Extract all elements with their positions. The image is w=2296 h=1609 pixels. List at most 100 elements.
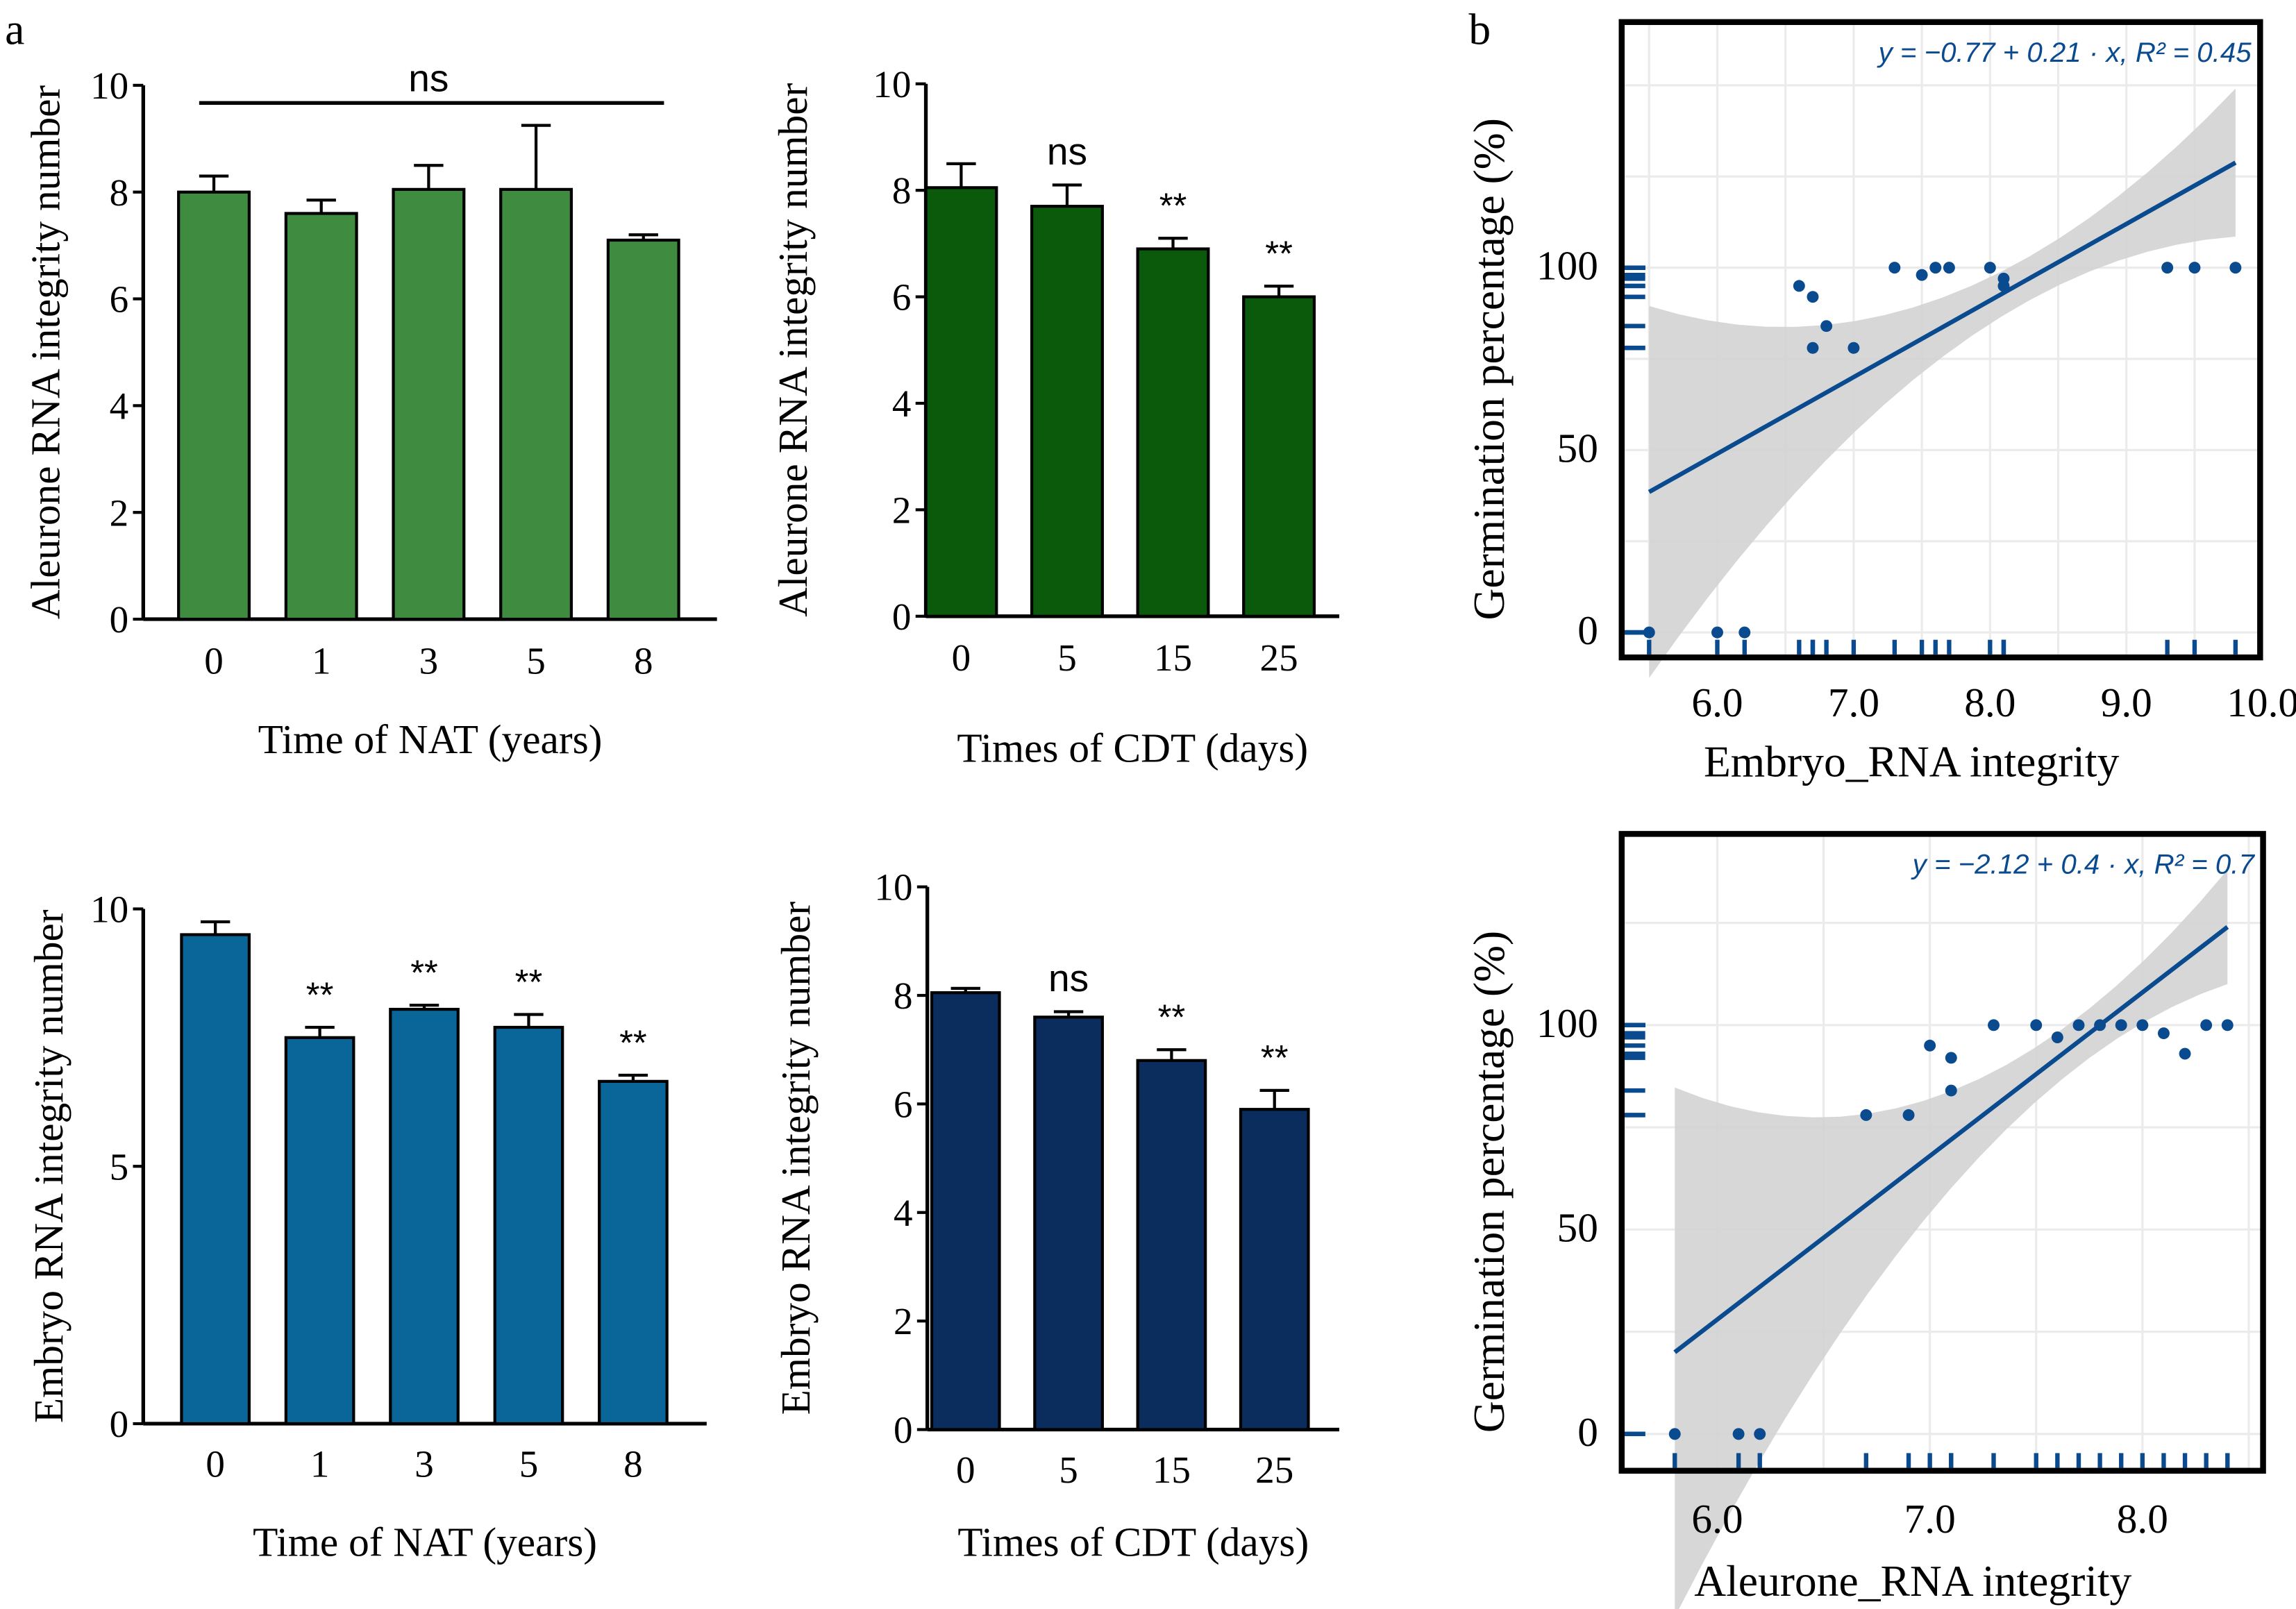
x-tick-label: 0 bbox=[206, 1442, 225, 1485]
y-tick-label: 50 bbox=[1557, 425, 1598, 471]
data-point bbox=[1738, 626, 1751, 639]
data-point bbox=[1754, 1428, 1766, 1440]
data-point bbox=[1888, 262, 1901, 274]
confidence-band bbox=[1649, 88, 2236, 678]
regression-line bbox=[1648, 160, 2237, 494]
data-point bbox=[1916, 269, 1928, 281]
bar-chart-4: 0 2 4 6 8 10 0 5 ns 15 ** 25 ** Times of CDT (days) Em… bbox=[773, 866, 1339, 1565]
significance-label: ** bbox=[1158, 997, 1186, 1037]
x-tick-label: 5 bbox=[519, 1442, 539, 1485]
data-point bbox=[2188, 262, 2201, 274]
y-tick-label: 100 bbox=[1536, 1000, 1598, 1046]
y-tick-label: 6 bbox=[892, 276, 912, 319]
data-point bbox=[1847, 342, 1860, 354]
x-tick-label: 8 bbox=[623, 1442, 643, 1485]
y-tick-label: 4 bbox=[894, 1192, 913, 1234]
bar bbox=[606, 238, 680, 621]
data-point bbox=[1997, 280, 2010, 292]
data-point bbox=[2030, 1019, 2043, 1031]
significance-label: ** bbox=[1265, 234, 1293, 273]
data-point bbox=[2229, 262, 2242, 274]
significance-label: ** bbox=[619, 1022, 647, 1062]
x-tick-label: 7.0 bbox=[1904, 1496, 1956, 1542]
x-axis-label: Aleurone_RNA integrity bbox=[1694, 1556, 2131, 1606]
y-axis-label: Embryo RNA integrity number bbox=[26, 909, 72, 1423]
y-axis-label: Aleurone RNA integrity number bbox=[23, 85, 69, 620]
y-tick-label: 6 bbox=[110, 278, 129, 321]
x-tick-label: 8 bbox=[634, 639, 653, 682]
x-tick-label: 7.0 bbox=[1828, 680, 1879, 725]
y-tick-label: 100 bbox=[1536, 243, 1598, 289]
y-tick-label: 4 bbox=[892, 382, 912, 425]
y-axis-label: Germination percentage (%) bbox=[1464, 931, 1514, 1433]
x-axis-label: Times of CDT (days) bbox=[957, 1519, 1309, 1565]
y-tick-label: 0 bbox=[110, 1403, 129, 1445]
x-tick-label: 3 bbox=[419, 639, 439, 682]
significance-label: ns bbox=[1047, 130, 1087, 173]
y-tick-label: 6 bbox=[894, 1083, 913, 1125]
data-point bbox=[1711, 626, 1723, 639]
bar bbox=[1033, 1016, 1104, 1431]
x-tick-label: 9.0 bbox=[2101, 680, 2152, 725]
y-tick-label: 10 bbox=[90, 65, 128, 107]
bar bbox=[1239, 1108, 1310, 1431]
confidence-band bbox=[1675, 870, 2228, 1609]
bar bbox=[1136, 247, 1210, 618]
x-tick-label: 1 bbox=[312, 639, 331, 682]
data-point bbox=[2051, 1031, 2063, 1043]
scatter-chart-1: y = −0.77 + 0.21 · x, R² = 0.45 6.0 7.0 8.0… bbox=[1464, 19, 2296, 786]
x-tick-label: 15 bbox=[1154, 637, 1192, 679]
x-axis-label: Times of CDT (days) bbox=[957, 725, 1308, 771]
y-tick-label: 50 bbox=[1557, 1204, 1598, 1250]
significance-label: ** bbox=[410, 952, 438, 992]
y-tick-label: 0 bbox=[892, 596, 912, 638]
x-axis-label: Time of NAT (years) bbox=[253, 1519, 597, 1565]
panel-label-a: a bbox=[5, 5, 24, 54]
y-tick-label: 10 bbox=[873, 63, 911, 106]
x-tick-label: 8.0 bbox=[2117, 1496, 2168, 1542]
x-tick-label: 25 bbox=[1255, 1449, 1293, 1491]
y-tick-label: 10 bbox=[90, 888, 128, 931]
x-axis-label: Embryo_RNA integrity bbox=[1704, 737, 2120, 786]
panel-label-b: b bbox=[1468, 5, 1491, 54]
y-tick-label: 10 bbox=[874, 866, 912, 909]
plot-frame bbox=[1618, 19, 2263, 661]
data-point bbox=[1945, 1084, 1957, 1097]
x-tick-label: 0 bbox=[956, 1449, 975, 1491]
y-tick-label: 0 bbox=[1577, 1409, 1598, 1455]
bar bbox=[493, 1025, 564, 1426]
y-tick-label: 8 bbox=[894, 975, 913, 1017]
bar bbox=[389, 1007, 460, 1426]
x-tick-label: 5 bbox=[1059, 1449, 1078, 1491]
y-axis-label: Germination percentage (%) bbox=[1464, 118, 1514, 620]
x-tick-label: 15 bbox=[1153, 1449, 1191, 1491]
regression-line bbox=[1673, 925, 2229, 1354]
data-point bbox=[2157, 1027, 2170, 1040]
x-tick-label: 0 bbox=[204, 639, 224, 682]
y-tick-label: 4 bbox=[110, 385, 129, 427]
bar-chart-1: 0 2 4 6 8 10 0 1 3 5 8 ns Time of NAT (years) Aleuron… bbox=[23, 56, 717, 762]
y-tick-label: 2 bbox=[892, 489, 912, 531]
data-point bbox=[1668, 1428, 1681, 1440]
data-point bbox=[1929, 262, 1942, 274]
data-point bbox=[1860, 1109, 1872, 1121]
data-point bbox=[1988, 1019, 2000, 1031]
bar bbox=[177, 190, 251, 621]
y-tick-label: 0 bbox=[1577, 607, 1598, 653]
bar bbox=[1136, 1059, 1207, 1431]
bar bbox=[930, 991, 1001, 1431]
x-tick-label: 25 bbox=[1260, 637, 1298, 679]
significance-label: ns bbox=[408, 56, 449, 99]
data-point bbox=[2221, 1019, 2234, 1031]
significance-label: ** bbox=[1261, 1038, 1289, 1077]
y-tick-label: 0 bbox=[894, 1409, 913, 1451]
bar bbox=[284, 1036, 355, 1426]
data-point bbox=[1793, 280, 1805, 292]
x-tick-label: 3 bbox=[414, 1442, 434, 1485]
data-point bbox=[1807, 291, 1819, 303]
y-axis-label: Embryo RNA integrity number bbox=[773, 901, 819, 1415]
data-point bbox=[1820, 320, 1833, 332]
significance-label: ns bbox=[1048, 957, 1089, 1000]
plot-frame bbox=[1618, 831, 2266, 1474]
